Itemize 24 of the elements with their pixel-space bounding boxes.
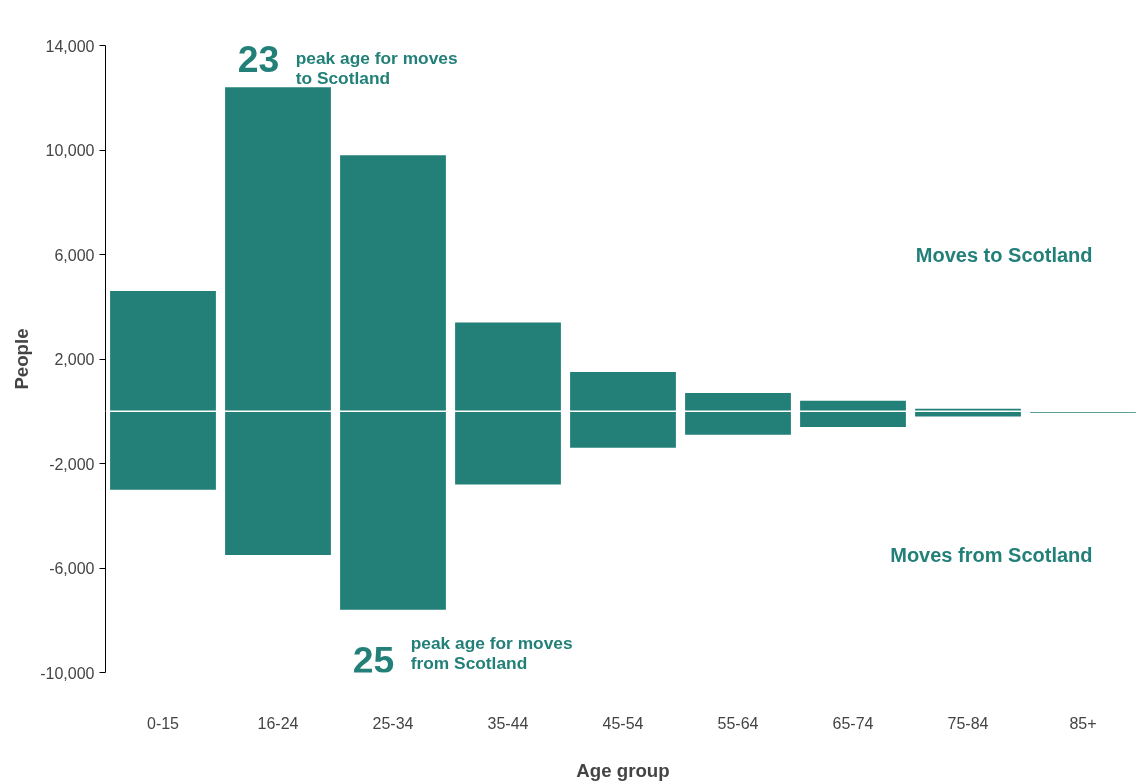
x-axis-title: Age group bbox=[576, 759, 670, 781]
x-tick-label: 25-34 bbox=[372, 714, 414, 732]
x-tick-label: 55-64 bbox=[717, 714, 759, 732]
y-tick-label: -2,000 bbox=[49, 455, 95, 473]
x-tick-label: 0-15 bbox=[146, 714, 180, 732]
y-tick-label: -10,000 bbox=[40, 664, 95, 682]
x-tick-label: 65-74 bbox=[832, 714, 874, 732]
annotation: peak age for moves from Scotland bbox=[410, 632, 573, 673]
y-tick-label: 14,000 bbox=[45, 37, 95, 55]
y-tick-label: 10,000 bbox=[45, 142, 95, 159]
x-tick-label: 85+ bbox=[1069, 714, 1097, 732]
x-tick-label: 45-54 bbox=[602, 714, 644, 732]
annotation: 25 bbox=[352, 638, 395, 681]
annotation: Moves from Scotland bbox=[890, 543, 1093, 566]
annotation: Moves to Scotland bbox=[915, 243, 1093, 266]
y-tick-label: 2,000 bbox=[54, 351, 95, 368]
annotation: 23 bbox=[237, 37, 280, 80]
x-tick-label: 35-44 bbox=[487, 714, 529, 732]
y-tick-label: -6,000 bbox=[49, 560, 95, 577]
x-tick-label: 75-84 bbox=[947, 714, 989, 732]
y-axis-title: People bbox=[11, 328, 33, 390]
annotation: peak age for moves to Scotland bbox=[295, 47, 458, 88]
x-tick-label: 16-24 bbox=[257, 714, 299, 732]
y-tick-label: 6,000 bbox=[54, 246, 95, 264]
